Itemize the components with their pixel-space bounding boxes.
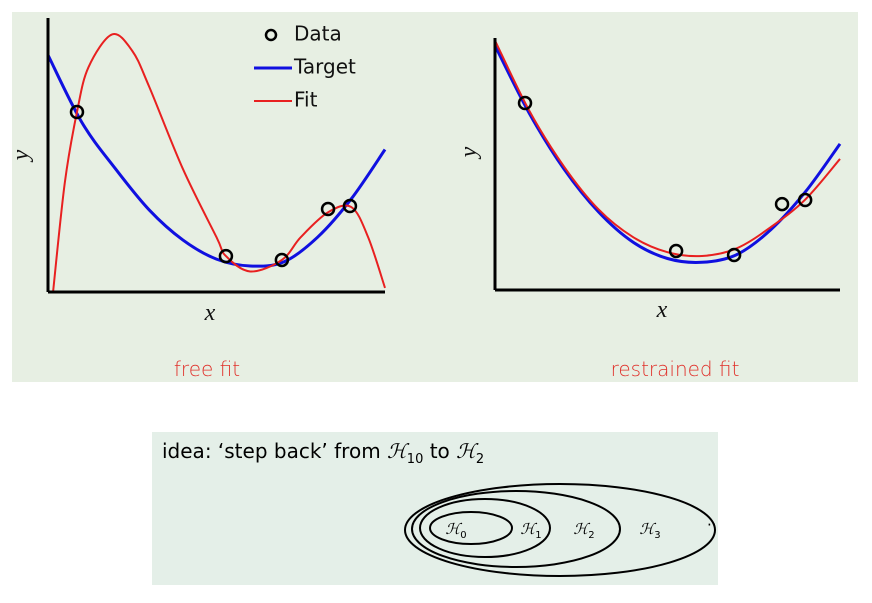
h-symbol: ℋ: [445, 522, 462, 538]
h-sub: 2: [588, 530, 594, 541]
h-symbol: ℋ: [387, 441, 410, 463]
data-point: [774, 196, 790, 212]
h-sub: 10: [407, 452, 424, 467]
curve: [52, 33, 386, 293]
legend-label: Data: [294, 22, 342, 46]
set-label: ℋ3: [639, 522, 660, 541]
h-sub: 1: [535, 530, 541, 541]
h-symbol: ℋ: [456, 441, 479, 463]
y-axis-label: y: [8, 149, 34, 162]
set-label: ℋ1: [520, 522, 541, 541]
h-symbol: ℋ: [573, 522, 590, 538]
data-point: [320, 201, 336, 217]
data-point: [797, 192, 813, 208]
set-ellipse: [419, 498, 551, 558]
data-point: [218, 248, 234, 264]
caption: restrained fit: [611, 357, 740, 381]
data-point: [517, 95, 533, 111]
h-sub: 3: [654, 530, 660, 541]
ellipsis: ··: [707, 516, 717, 534]
curve: [494, 40, 841, 258]
set-ellipse: [411, 490, 621, 568]
nested-sets: [404, 483, 716, 577]
data-point: [69, 104, 85, 120]
legend-label: Target: [293, 55, 356, 79]
h-sub: 2: [476, 452, 484, 467]
data-point: [274, 252, 290, 268]
legend-marker: [264, 28, 278, 42]
legend-label: Fit: [294, 88, 318, 112]
set-ellipse: [404, 483, 716, 577]
caption: free fit: [174, 357, 240, 381]
set-ellipse: [429, 511, 513, 545]
plot-panel: [12, 12, 858, 382]
set-label: ℋ0: [445, 522, 466, 541]
y-axis-label: y: [456, 146, 482, 159]
data-point: [726, 247, 742, 263]
h-sub: 0: [460, 530, 466, 541]
data-point: [668, 243, 684, 259]
idea-mid: to: [430, 439, 450, 463]
curve: [46, 54, 387, 268]
set-label: ℋ2: [573, 522, 594, 541]
x-axis-label: x: [204, 300, 216, 326]
x-axis-label: x: [656, 297, 668, 323]
h-symbol: ℋ: [520, 522, 537, 538]
idea-text: idea: ‘step back’ from ℋ10 to ℋ2: [162, 439, 484, 467]
h-symbol: ℋ: [639, 522, 656, 538]
data-point: [342, 198, 358, 214]
idea-lead: idea: ‘step back’ from: [162, 439, 381, 463]
